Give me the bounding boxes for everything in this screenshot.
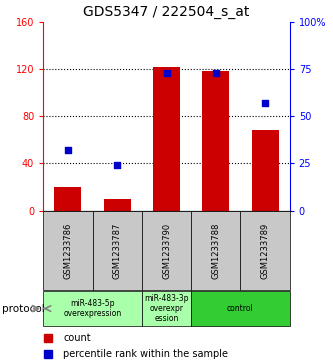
Text: miR-483-5p
overexpression: miR-483-5p overexpression: [64, 299, 122, 318]
Bar: [43, 291, 142, 326]
Text: miR-483-3p
overexpr
ession: miR-483-3p overexpr ession: [144, 294, 189, 323]
Bar: [191, 291, 290, 326]
Bar: [142, 291, 191, 326]
Point: [65, 147, 71, 153]
Bar: [93, 211, 142, 290]
Text: GSM1233787: GSM1233787: [113, 222, 122, 279]
Text: percentile rank within the sample: percentile rank within the sample: [63, 349, 228, 359]
Bar: [191, 211, 240, 290]
Bar: [251, 130, 279, 211]
Text: GSM1233786: GSM1233786: [63, 222, 73, 279]
Text: count: count: [63, 333, 91, 343]
Text: GSM1233789: GSM1233789: [260, 223, 270, 278]
Point: [213, 70, 218, 76]
Bar: [142, 211, 191, 290]
Text: GSM1233788: GSM1233788: [211, 222, 220, 279]
Point: [164, 70, 169, 76]
Bar: [240, 211, 290, 290]
Title: GDS5347 / 222504_s_at: GDS5347 / 222504_s_at: [83, 5, 250, 19]
Text: GSM1233790: GSM1233790: [162, 223, 171, 278]
Bar: [104, 199, 131, 211]
Point: [115, 162, 120, 168]
Bar: [43, 211, 93, 290]
Bar: [54, 187, 82, 211]
Bar: [202, 71, 229, 211]
Text: control: control: [227, 304, 254, 313]
Text: protocol: protocol: [2, 303, 44, 314]
Bar: [153, 67, 180, 211]
Point: [262, 100, 268, 106]
